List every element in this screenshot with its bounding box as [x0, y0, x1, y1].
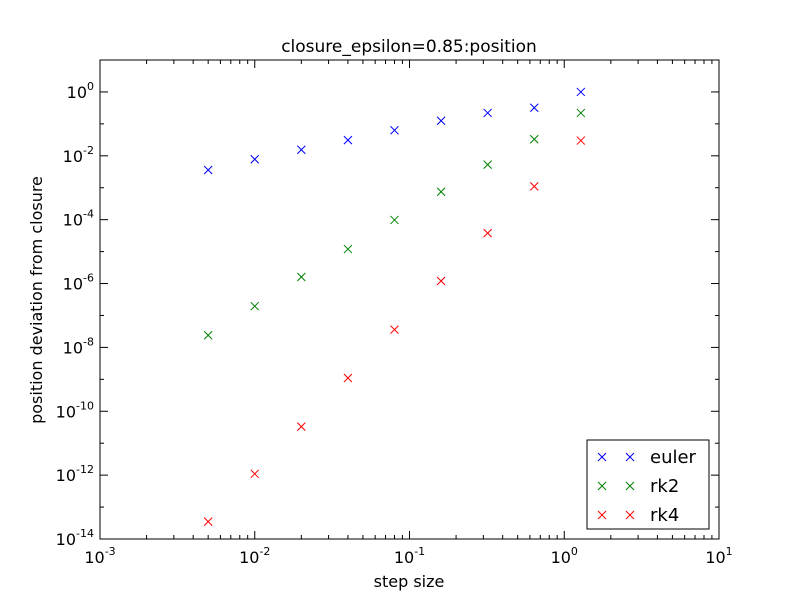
x-tick-exponent: -1 — [414, 545, 425, 558]
y-tick-base: 10 — [63, 338, 83, 357]
y-tick-base: 10 — [63, 147, 83, 166]
x-axis-label: step size — [374, 572, 445, 591]
rk4-point — [343, 373, 353, 383]
x-tick-base: 10 — [705, 548, 725, 567]
series-rk2 — [203, 108, 586, 340]
x-tick-label: 10-3 — [84, 545, 115, 567]
rk4-point — [250, 469, 260, 479]
euler-point — [436, 116, 446, 126]
x-tick-label: 10-1 — [394, 545, 425, 567]
legend-label: rk2 — [650, 476, 679, 497]
rk2-point — [390, 215, 399, 225]
rk2-point — [296, 272, 306, 282]
x-tick-label: 10-2 — [239, 545, 270, 567]
y-tick-exponent: -8 — [83, 335, 94, 348]
data-points — [203, 87, 586, 526]
legend-marker — [597, 452, 607, 462]
euler-point — [250, 154, 260, 164]
y-tick-label: 10-10 — [56, 399, 94, 421]
legend-item-euler: euler — [597, 447, 697, 468]
y-tick-base: 10 — [67, 83, 87, 102]
y-tick-base: 10 — [63, 275, 83, 294]
legend-marker — [597, 510, 607, 520]
y-tick-exponent: -2 — [83, 144, 94, 157]
legend-marker — [625, 510, 635, 520]
series-rk4 — [203, 136, 586, 526]
x-tick-base: 10 — [551, 548, 571, 567]
y-tick-exponent: -10 — [76, 399, 94, 412]
legend-marker — [625, 481, 635, 491]
x-tick-base: 10 — [84, 548, 104, 567]
euler-point — [203, 165, 213, 175]
y-tick-label: 10-2 — [63, 144, 94, 166]
y-tick-label: 100 — [67, 80, 94, 102]
y-tick-base: 10 — [63, 211, 83, 230]
x-tick-exponent: -2 — [259, 545, 270, 558]
rk4-point — [576, 136, 586, 145]
legend: euler rk2 rk4 — [586, 439, 710, 530]
y-tick-label: 10-6 — [63, 272, 94, 294]
euler-point — [343, 135, 353, 145]
rk4-point — [203, 517, 213, 526]
legend-marker — [625, 452, 635, 462]
rk4-point — [296, 422, 306, 431]
rk2-point — [576, 108, 586, 118]
y-tick-label: 10-12 — [56, 463, 94, 485]
y-tick-base: 10 — [56, 402, 76, 421]
x-tick-label: 101 — [705, 545, 732, 567]
x-tick-exponent: 0 — [571, 545, 578, 558]
rk4-point — [529, 182, 539, 191]
series-euler — [203, 87, 586, 175]
rk2-point — [203, 330, 213, 340]
rk2-point — [343, 244, 353, 254]
euler-point — [483, 108, 493, 118]
plot-area — [99, 59, 720, 540]
legend-label: euler — [650, 447, 697, 468]
y-tick-label: 10-4 — [63, 208, 94, 230]
y-tick-base: 10 — [56, 466, 76, 485]
x-tick-exponent: 1 — [726, 545, 733, 558]
euler-point — [529, 103, 539, 113]
y-axis-label: position deviation from closure — [27, 176, 46, 424]
x-tick-exponent: -3 — [105, 545, 116, 558]
y-tick-exponent: -14 — [76, 527, 94, 540]
rk4-point — [436, 276, 446, 286]
legend-item-rk2: rk2 — [597, 476, 679, 497]
rk4-point — [390, 325, 399, 334]
y-tick-exponent: -12 — [76, 463, 94, 476]
rk2-point — [529, 134, 539, 144]
y-tick-label: 10-8 — [63, 335, 94, 357]
x-tick-base: 10 — [394, 548, 414, 567]
legend-marker — [597, 481, 607, 491]
rk4-point — [483, 228, 493, 238]
euler-point — [576, 87, 586, 97]
rk2-point — [483, 160, 493, 169]
x-tick-base: 10 — [239, 548, 259, 567]
euler-point — [296, 145, 306, 155]
chart-title: closure_epsilon=0.85:position — [281, 37, 537, 57]
y-tick-base: 10 — [56, 530, 76, 549]
y-tick-exponent: -4 — [83, 208, 94, 221]
rk2-point — [436, 187, 446, 197]
euler-point — [390, 125, 399, 135]
legend-box — [586, 439, 710, 530]
rk2-point — [250, 301, 260, 311]
legend-item-rk4: rk4 — [597, 505, 679, 526]
legend-label: rk4 — [650, 505, 679, 526]
y-tick-exponent: 0 — [87, 80, 94, 93]
y-tick-exponent: -6 — [83, 272, 94, 285]
x-tick-label: 100 — [551, 545, 578, 567]
y-tick-label: 10-14 — [56, 527, 94, 549]
